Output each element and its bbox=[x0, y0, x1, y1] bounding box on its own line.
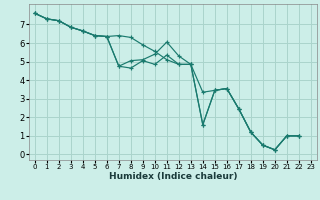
X-axis label: Humidex (Indice chaleur): Humidex (Indice chaleur) bbox=[108, 172, 237, 181]
